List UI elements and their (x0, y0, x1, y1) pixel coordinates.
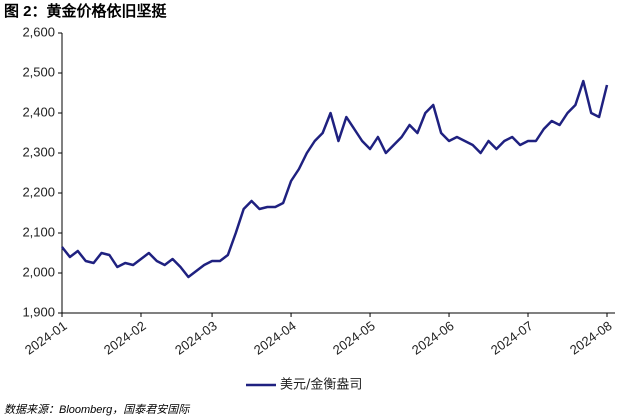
x-tick-label: 2024-07 (488, 318, 536, 358)
y-tick-label: 2,000 (22, 264, 55, 279)
y-tick-label: 1,900 (22, 304, 55, 319)
y-tick-label: 2,300 (22, 144, 55, 159)
y-tick-label: 2,500 (22, 64, 55, 79)
x-tick-label: 2024-04 (251, 318, 299, 358)
legend-label: 美元/金衡盎司 (280, 377, 362, 393)
y-tick-label: 2,600 (22, 24, 55, 39)
y-tick-label: 2,200 (22, 184, 55, 199)
y-tick-label: 2,400 (22, 104, 55, 119)
x-tick-label: 2024-08 (567, 318, 615, 358)
x-tick-label: 2024-01 (22, 318, 70, 358)
series-line (61, 79, 609, 279)
source-note: 数据来源：Bloomberg，国泰君安国际 (4, 403, 190, 416)
chart-title: 图 2：黄金价格依旧坚挺 (4, 2, 168, 20)
y-tick-label: 2,100 (22, 224, 55, 239)
x-tick-label: 2024-05 (330, 318, 378, 358)
x-tick-label: 2024-06 (409, 318, 457, 358)
x-tick-label: 2024-03 (172, 318, 220, 358)
x-tick-label: 2024-02 (101, 318, 149, 358)
